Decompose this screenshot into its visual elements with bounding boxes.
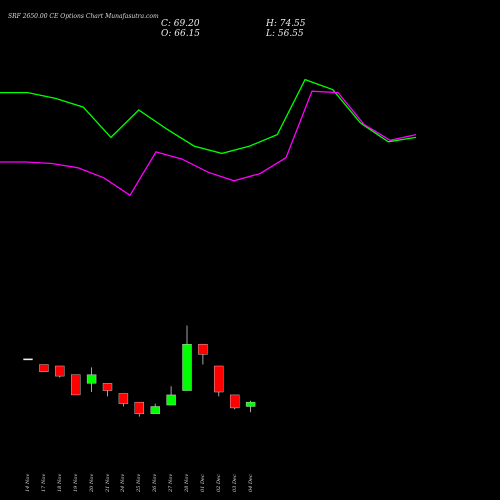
x-tick-label: 27 Nov xyxy=(168,473,175,492)
x-tick-label: 28 Nov xyxy=(184,473,190,492)
candle-body xyxy=(134,401,145,414)
low-value: L: 56.55 xyxy=(266,29,304,39)
close-value: C: 69.20 xyxy=(161,19,200,29)
bands-layer xyxy=(0,78,417,197)
x-tick-label: 03 Dec xyxy=(231,474,238,492)
x-tick-label: 02 Dec xyxy=(215,474,222,492)
candle-body xyxy=(118,393,129,404)
candle-body xyxy=(150,406,160,414)
candle-body xyxy=(39,364,49,372)
x-tick-label: 19 Nov xyxy=(72,473,79,492)
x-tick-label: 20 Nov xyxy=(88,473,95,492)
high-value: H: 74.55 xyxy=(266,19,306,29)
x-tick-label: 21 Nov xyxy=(104,473,111,492)
lower-band-line xyxy=(0,90,417,197)
candles-layer xyxy=(23,325,256,417)
chart-title: SRF 2650.00 CE Options Chart Munafasutra… xyxy=(8,13,159,20)
candle-body xyxy=(245,401,256,407)
candle-body xyxy=(23,358,33,361)
candle-body xyxy=(229,394,240,409)
x-tick-label: 14 Nov xyxy=(25,473,31,492)
candle-body xyxy=(70,374,81,396)
candle-body xyxy=(86,374,97,384)
candle-body xyxy=(102,383,113,391)
candle-body xyxy=(55,365,65,377)
x-tick-label: 24 Nov xyxy=(120,473,127,492)
candle-body xyxy=(166,394,176,406)
x-tick-label: 25 Nov xyxy=(136,473,143,492)
candle-body xyxy=(214,365,224,393)
candle-body xyxy=(182,344,192,391)
x-tick-label: 18 Nov xyxy=(56,473,63,492)
x-tick-label: 26 Nov xyxy=(152,473,159,492)
upper-band-line xyxy=(0,78,417,155)
candle-body xyxy=(198,344,208,355)
x-tick-label: 04 Dec xyxy=(247,474,254,492)
x-tick-label: 17 Nov xyxy=(40,473,47,492)
open-value: O: 66.15 xyxy=(161,29,201,39)
x-tick-label: 01 Dec xyxy=(199,474,206,492)
